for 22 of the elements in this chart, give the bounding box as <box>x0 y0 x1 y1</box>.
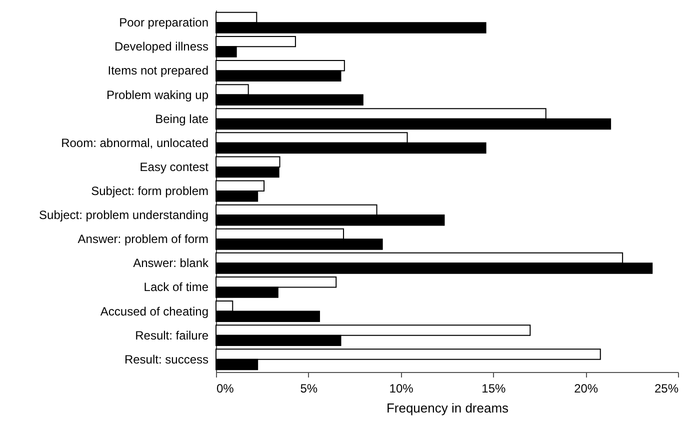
x-tick-label: 10% <box>389 382 414 396</box>
y-tick-label: Items not prepared <box>108 64 208 78</box>
y-tick-label: Problem waking up <box>106 88 209 102</box>
x-tick-label: 15% <box>482 382 506 396</box>
y-tick-label: Lack of time <box>144 280 209 294</box>
x-tick-label: 20% <box>574 382 598 396</box>
y-tick-label: Room: abnormal, unlocated <box>61 136 208 150</box>
y-tick-label: Developed illness <box>114 40 208 54</box>
y-tick-label: Easy contest <box>140 160 210 174</box>
x-axis-title: Frequency in dreams <box>386 400 510 416</box>
y-tick-label: Subject: problem understanding <box>39 208 208 222</box>
y-tick-label: Being late <box>155 112 209 126</box>
y-tick-label: Result: failure <box>135 328 209 342</box>
x-tick-label: 5% <box>300 382 318 396</box>
y-tick-label: Poor preparation <box>119 16 208 30</box>
x-tick-label: 0% <box>216 382 234 396</box>
y-tick-label: Accused of cheating <box>100 304 208 318</box>
x-tick-label: 25% <box>654 382 679 396</box>
y-tick-label: Answer: problem of form <box>78 232 208 246</box>
y-tick-label: Subject: form problem <box>91 184 208 198</box>
y-tick-label: Result: success <box>124 352 208 366</box>
y-tick-label: Answer: blank <box>133 256 210 270</box>
